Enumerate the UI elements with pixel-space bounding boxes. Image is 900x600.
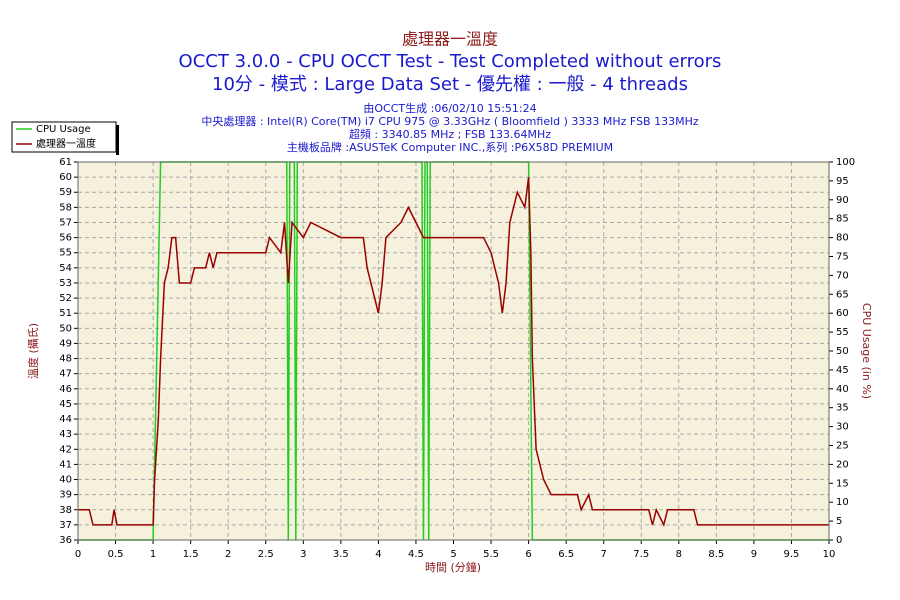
y2-tick-label: 55 xyxy=(836,327,849,338)
chart-title: 處理器一溫度 xyxy=(402,30,498,49)
y-tick-label: 47 xyxy=(59,369,72,380)
x-tick-label: 8.5 xyxy=(708,549,724,560)
x-tick-label: 1.5 xyxy=(183,549,199,560)
y-tick-label: 43 xyxy=(59,429,72,440)
y2-tick-label: 35 xyxy=(836,403,849,414)
y2-tick-label: 60 xyxy=(836,308,849,319)
x-tick-label: 9.5 xyxy=(783,549,799,560)
x-tick-label: 2 xyxy=(225,549,231,560)
plot-frame xyxy=(77,161,830,541)
y2-tick-label: 100 xyxy=(836,157,855,168)
y2-axis-label: CPU Usage (in %) xyxy=(860,303,873,399)
y-tick-label: 44 xyxy=(59,414,72,425)
y2-tick-label: 0 xyxy=(836,535,842,546)
x-tick-label: 3 xyxy=(300,549,306,560)
legend-label: CPU Usage xyxy=(36,124,91,135)
y-tick-label: 60 xyxy=(59,172,72,183)
x-tick-label: 6 xyxy=(525,549,531,560)
y-tick-label: 55 xyxy=(59,248,72,259)
x-axis-label: 時間 (分鐘) xyxy=(425,560,481,574)
x-tick-label: 4.5 xyxy=(408,549,424,560)
y-tick-label: 48 xyxy=(59,354,72,365)
y2-tick-label: 45 xyxy=(836,365,849,376)
y2-tick-label: 10 xyxy=(836,497,849,508)
y-tick-label: 59 xyxy=(59,187,72,198)
y-tick-label: 53 xyxy=(59,278,72,289)
y-axis-label: 溫度 (攝氏) xyxy=(26,323,40,379)
y2-tick-label: 15 xyxy=(836,478,849,489)
y2-tick-label: 20 xyxy=(836,459,849,470)
y-tick-label: 39 xyxy=(59,490,72,501)
y-tick-label: 54 xyxy=(59,263,72,274)
y2-tick-label: 70 xyxy=(836,270,849,281)
info-line: 主機板品牌 :ASUSTeK Computer INC.,系列 :P6X58D … xyxy=(287,140,613,154)
x-tick-label: 10 xyxy=(823,549,836,560)
series-line xyxy=(78,177,829,528)
x-tick-label: 0.5 xyxy=(108,549,124,560)
y2-tick-label: 95 xyxy=(836,176,849,187)
legend-box xyxy=(11,121,117,153)
y-tick-label: 37 xyxy=(59,520,72,531)
y-tick-label: 38 xyxy=(59,505,72,516)
x-tick-label: 5 xyxy=(450,549,456,560)
subtitle: 10分 - 模式 : Large Data Set - 優先權 : 一般 - 4… xyxy=(212,74,688,95)
y-tick-label: 42 xyxy=(59,444,72,455)
y2-tick-label: 80 xyxy=(836,233,849,244)
y-tick-label: 57 xyxy=(59,217,72,228)
y-tick-label: 40 xyxy=(59,475,72,486)
y-tick-label: 52 xyxy=(59,293,72,304)
x-tick-label: 1 xyxy=(150,549,156,560)
y2-tick-label: 5 xyxy=(836,516,842,527)
y-tick-label: 45 xyxy=(59,399,72,410)
info-line: 超頻 : 3340.85 MHz ; FSB 133.64MHz xyxy=(349,127,551,141)
legend-label: 處理器一溫度 xyxy=(36,137,96,150)
y2-tick-label: 75 xyxy=(836,252,849,263)
x-tick-label: 7 xyxy=(601,549,607,560)
y-tick-label: 61 xyxy=(59,157,72,168)
y2-tick-label: 90 xyxy=(836,195,849,206)
x-tick-label: 0 xyxy=(75,549,81,560)
y2-tick-label: 40 xyxy=(836,384,849,395)
y-tick-label: 51 xyxy=(59,308,72,319)
x-tick-label: 5.5 xyxy=(483,549,499,560)
y2-tick-label: 30 xyxy=(836,422,849,433)
x-tick-label: 8 xyxy=(676,549,682,560)
x-tick-label: 7.5 xyxy=(633,549,649,560)
x-tick-label: 9 xyxy=(751,549,757,560)
y2-tick-label: 65 xyxy=(836,289,849,300)
x-tick-label: 4 xyxy=(375,549,381,560)
subtitle: OCCT 3.0.0 - CPU OCCT Test - Test Comple… xyxy=(179,51,722,72)
y-tick-label: 49 xyxy=(59,338,72,349)
y-tick-label: 56 xyxy=(59,233,72,244)
y-tick-label: 46 xyxy=(59,384,72,395)
y-tick-label: 58 xyxy=(59,202,72,213)
x-tick-label: 2.5 xyxy=(258,549,274,560)
y-tick-label: 41 xyxy=(59,459,72,470)
y2-tick-label: 85 xyxy=(836,214,849,225)
y-tick-label: 50 xyxy=(59,323,72,334)
y2-tick-label: 25 xyxy=(836,441,849,452)
legend-shadow xyxy=(116,125,119,155)
x-tick-label: 3.5 xyxy=(333,549,349,560)
x-tick-label: 6.5 xyxy=(558,549,574,560)
info-line: 中央處理器 : Intel(R) Core(TM) i7 CPU 975 @ 3… xyxy=(201,114,699,128)
y-tick-label: 36 xyxy=(59,535,72,546)
y2-tick-label: 50 xyxy=(836,346,849,357)
info-line: 由OCCT生成 :06/02/10 15:51:24 xyxy=(363,101,536,115)
